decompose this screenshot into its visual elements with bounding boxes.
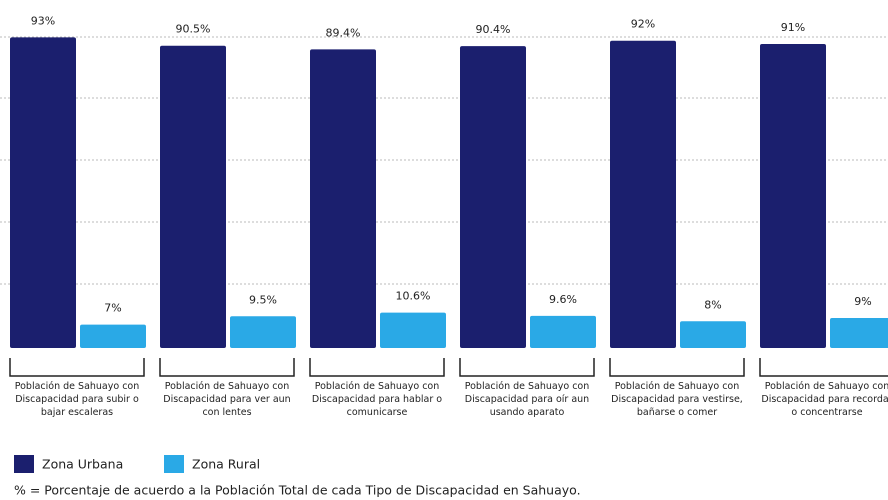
bar bbox=[680, 321, 746, 348]
bar bbox=[610, 40, 676, 348]
value-label: 10.6% bbox=[396, 290, 431, 303]
x-tick-label: Población de Sahuayo con Discapacidad pa… bbox=[611, 381, 743, 418]
bar bbox=[310, 49, 376, 349]
x-tick-label: Población de Sahuayo con Discapacidad pa… bbox=[14, 381, 140, 418]
bar bbox=[160, 45, 226, 348]
category-bracket bbox=[159, 358, 295, 377]
bar bbox=[380, 312, 446, 348]
value-label: 9.6% bbox=[549, 293, 577, 306]
bar bbox=[230, 316, 296, 348]
value-label: 92% bbox=[631, 18, 655, 31]
bar bbox=[530, 315, 596, 348]
value-label: 89.4% bbox=[326, 26, 361, 39]
bar bbox=[460, 46, 526, 349]
value-label: 93% bbox=[31, 14, 55, 27]
x-tick-label: Población de Sahuayo con Discapacidad pa… bbox=[311, 381, 443, 418]
category-bracket bbox=[609, 358, 745, 377]
legend-swatch bbox=[14, 455, 34, 473]
value-label: 90.5% bbox=[176, 23, 211, 36]
legend-label: Zona Rural bbox=[192, 457, 260, 472]
value-label: 90.4% bbox=[476, 23, 511, 36]
value-label: 7% bbox=[104, 302, 121, 315]
legend-label: Zona Urbana bbox=[42, 457, 123, 472]
x-tick-label: Población de Sahuayo con Discapacidad pa… bbox=[464, 381, 590, 418]
bar bbox=[830, 317, 888, 348]
value-label: 9% bbox=[854, 295, 871, 308]
footnote: % = Porcentaje de acuerdo a la Población… bbox=[14, 483, 581, 498]
category-bracket bbox=[309, 358, 445, 377]
category-bracket bbox=[9, 358, 145, 377]
legend-swatch bbox=[164, 455, 184, 473]
value-label: 91% bbox=[781, 21, 805, 34]
value-label: 8% bbox=[704, 298, 721, 311]
x-tick-label: Población de Sahuayo con Discapacidad pa… bbox=[761, 381, 888, 418]
category-bracket bbox=[459, 358, 595, 377]
category-bracket bbox=[759, 358, 888, 377]
value-label: 9.5% bbox=[249, 293, 277, 306]
bar bbox=[10, 37, 76, 348]
bar bbox=[80, 324, 146, 348]
bar bbox=[760, 44, 826, 349]
x-tick-label: Población de Sahuayo con Discapacidad pa… bbox=[163, 381, 291, 418]
